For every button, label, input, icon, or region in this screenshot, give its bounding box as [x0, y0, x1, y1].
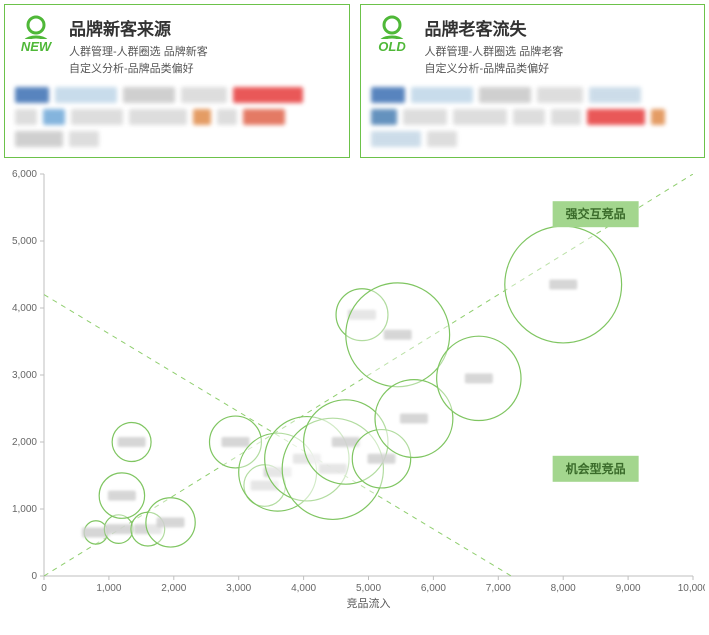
- bubble-blurred-label: [400, 414, 428, 424]
- blur-block: [411, 87, 473, 103]
- x-tick-label: 5,000: [356, 583, 381, 594]
- x-tick-label: 8,000: [551, 583, 576, 594]
- x-axis-title: 竞品流入: [347, 596, 391, 610]
- blur-block: [123, 87, 175, 103]
- blur-block: [513, 109, 545, 125]
- blur-block: [371, 131, 421, 147]
- badge-label: 强交互竞品: [566, 206, 626, 221]
- bubbles-group: [82, 226, 622, 547]
- blur-block: [233, 87, 303, 103]
- x-tick-label: 9,000: [616, 583, 641, 594]
- y-tick-label: 0: [31, 571, 37, 582]
- card-subtitle-1: 人群管理-人群圈选 品牌新客: [69, 44, 208, 61]
- blur-block: [589, 87, 641, 103]
- blur-row: [15, 109, 339, 125]
- bubble-blurred-label: [549, 280, 577, 290]
- blur-block: [453, 109, 507, 125]
- blur-block: [551, 109, 581, 125]
- blur-block: [181, 87, 227, 103]
- blur-block: [537, 87, 583, 103]
- svg-text:OLD: OLD: [378, 39, 406, 54]
- bubble-chart: 0 1,000 2,000 3,000 4,000 5,000 6,000 0 1,000 2,0…: [4, 166, 705, 611]
- blur-block: [371, 87, 405, 103]
- blur-block: [479, 87, 531, 103]
- blur-block: [651, 109, 665, 125]
- bubble-blurred-label: [221, 437, 249, 447]
- blur-block: [71, 109, 123, 125]
- card-subtitle-2: 自定义分析-品牌品类偏好: [69, 61, 208, 78]
- x-tick-label: 2,000: [161, 583, 186, 594]
- blur-block: [243, 109, 285, 125]
- x-tick-label: 4,000: [291, 583, 316, 594]
- blur-row: [15, 87, 339, 103]
- y-tick-label: 2,000: [12, 437, 37, 448]
- y-tick-label: 3,000: [12, 370, 37, 381]
- blur-block: [371, 109, 397, 125]
- bubble-blurred-label: [108, 491, 136, 501]
- bubble-blurred-label: [118, 437, 146, 447]
- badge-label: 机会型竞品: [566, 461, 626, 476]
- bubble-blurred-label: [465, 373, 493, 383]
- x-tick-label: 1,000: [96, 583, 121, 594]
- x-tick-label: 3,000: [226, 583, 251, 594]
- x-tick-label: 0: [41, 583, 47, 594]
- blur-row: [15, 131, 339, 147]
- card-titles: 品牌新客来源人群管理-人群圈选 品牌新客自定义分析-品牌品类偏好: [69, 13, 208, 77]
- y-tick-label: 5,000: [12, 236, 37, 247]
- bubble-chart-container: 0 1,000 2,000 3,000 4,000 5,000 6,000 0 1,000 2,0…: [4, 166, 705, 611]
- x-tick-label: 10,000: [678, 583, 705, 594]
- bubble-blurred-label: [384, 330, 412, 340]
- blur-block: [43, 109, 65, 125]
- blur-block: [587, 109, 645, 125]
- y-tick-label: 6,000: [12, 169, 37, 180]
- bubble-blurred-label: [367, 454, 395, 464]
- blurred-brand-logos: [371, 87, 695, 147]
- blur-block: [69, 131, 99, 147]
- blur-row: [371, 87, 695, 103]
- cards-row: NEW品牌新客来源人群管理-人群圈选 品牌新客自定义分析-品牌品类偏好OLD品牌…: [4, 4, 705, 158]
- svg-text:NEW: NEW: [21, 39, 53, 54]
- card-subtitle-1: 人群管理-人群圈选 品牌老客: [425, 44, 564, 61]
- y-tick-label: 4,000: [12, 303, 37, 314]
- new-customer-card: NEW 品牌新客来源人群管理-人群圈选 品牌新客自定义分析-品牌品类偏好: [4, 4, 350, 158]
- x-tick-label: 7,000: [486, 583, 511, 594]
- blur-block: [15, 109, 37, 125]
- x-tick-label: 6,000: [421, 583, 446, 594]
- card-subtitle-2: 自定义分析-品牌品类偏好: [425, 61, 564, 78]
- blur-row: [371, 131, 695, 147]
- blurred-brand-logos: [15, 87, 339, 147]
- blur-row: [371, 109, 695, 125]
- blur-block: [55, 87, 117, 103]
- card-header: NEW 品牌新客来源人群管理-人群圈选 品牌新客自定义分析-品牌品类偏好: [15, 13, 339, 77]
- blur-block: [15, 131, 63, 147]
- blur-block: [15, 87, 49, 103]
- blur-block: [217, 109, 237, 125]
- bubble-blurred-label: [105, 524, 133, 534]
- card-titles: 品牌老客流失人群管理-人群圈选 品牌老客自定义分析-品牌品类偏好: [425, 13, 564, 77]
- old-customer-card: OLD 品牌老客流失人群管理-人群圈选 品牌老客自定义分析-品牌品类偏好: [360, 4, 706, 158]
- old-person-icon: OLD: [371, 13, 413, 59]
- blur-block: [427, 131, 457, 147]
- card-header: OLD 品牌老客流失人群管理-人群圈选 品牌老客自定义分析-品牌品类偏好: [371, 13, 695, 77]
- new-person-icon: NEW: [15, 13, 57, 59]
- bubble-blurred-label: [157, 517, 185, 527]
- y-tick-label: 1,000: [12, 504, 37, 515]
- blur-block: [403, 109, 447, 125]
- card-title: 品牌老客流失: [425, 15, 564, 40]
- card-title: 品牌新客来源: [69, 15, 208, 40]
- blur-block: [193, 109, 211, 125]
- blur-block: [129, 109, 187, 125]
